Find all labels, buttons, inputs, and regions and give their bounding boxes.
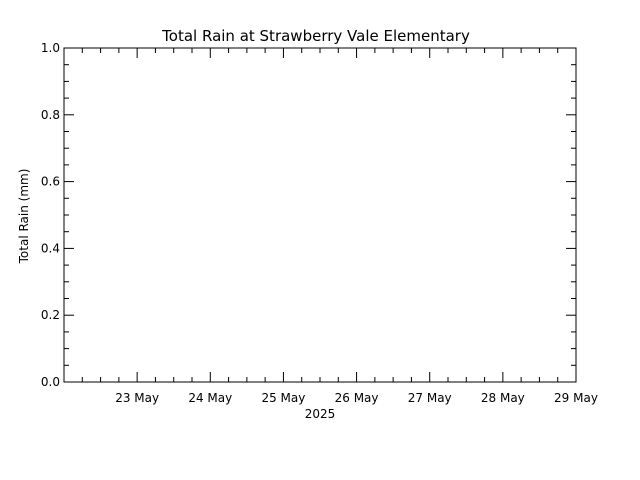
y-tick-label: 0.2 [41,308,60,322]
x-tick-label: 25 May [261,391,305,405]
y-tick-label: 0.4 [41,241,60,255]
x-tick-label: 24 May [188,391,232,405]
x-tick-label: 29 May [554,391,598,405]
x-tick-label: 28 May [481,391,525,405]
x-axis-label: 2025 [305,407,336,421]
x-tick-label: 26 May [335,391,379,405]
chart-title: Total Rain at Strawberry Vale Elementary [161,27,470,45]
y-tick-label: 0.0 [41,375,60,389]
x-tick-label: 27 May [408,391,452,405]
y-tick-label: 1.0 [41,41,60,55]
plot-frame [63,47,577,383]
y-axis-ticks: 0.0 0.2 0.4 0.6 0.8 1.0 [41,41,576,389]
y-tick-label: 0.6 [41,175,60,189]
y-axis-label: Total Rain (mm) [17,169,31,265]
x-tick-label: 23 May [115,391,159,405]
x-axis-ticks: 23 May 24 May 25 May 26 May 27 May 28 May 29 M… [63,48,598,405]
y-tick-label: 0.8 [41,108,60,122]
